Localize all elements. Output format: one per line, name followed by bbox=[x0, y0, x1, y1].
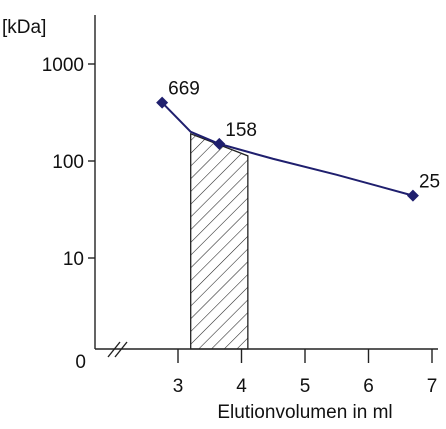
origin-label: 0 bbox=[75, 352, 86, 373]
shaded-region-layer bbox=[190, 132, 249, 350]
x-ticks: 3 4 5 6 7 bbox=[173, 349, 438, 397]
y-tick-label: 1000 bbox=[42, 55, 84, 76]
data-point-marker bbox=[213, 137, 226, 150]
shaded-elution-region bbox=[190, 132, 249, 350]
data-point-marker bbox=[406, 189, 419, 202]
x-axis-break-marker bbox=[107, 341, 128, 358]
x-tick-label: 4 bbox=[236, 376, 247, 397]
x-axis-title: Elutionvolumen in ml bbox=[217, 402, 392, 423]
x-tick-label: 3 bbox=[173, 376, 184, 397]
data-point-label: 158 bbox=[225, 120, 257, 141]
y-tick-label: 100 bbox=[52, 152, 84, 173]
y-axis-title: [kDa] bbox=[2, 17, 46, 38]
x-tick-label: 6 bbox=[363, 376, 374, 397]
data-point-label: 669 bbox=[168, 79, 200, 100]
series-layer: 669 158 25 bbox=[156, 79, 440, 202]
x-tick-label: 7 bbox=[427, 376, 438, 397]
series-line bbox=[161, 101, 414, 197]
y-ticks: 1000 100 10 bbox=[42, 55, 95, 270]
y-tick-label: 10 bbox=[63, 249, 84, 270]
data-point-marker bbox=[156, 96, 169, 109]
x-tick-label: 5 bbox=[300, 376, 311, 397]
data-point-label: 25 bbox=[419, 172, 440, 193]
